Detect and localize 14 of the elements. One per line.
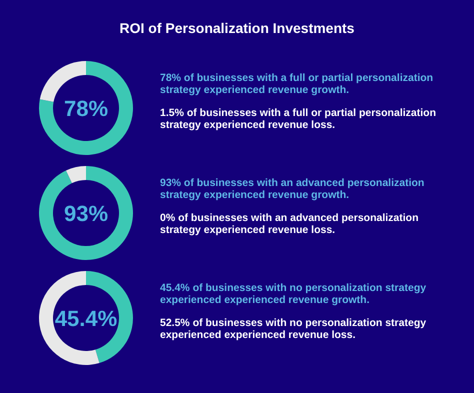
data-label: 93% (64, 200, 108, 226)
data-label: 78% (64, 96, 108, 121)
text: 1.5% of businesses with a full or partial personalization strategy experienced revenue loss. (160, 107, 437, 131)
text: 93% of businesses with an advanced personalization strategy experienced revenue growth. (160, 177, 426, 201)
donut-slice (40, 61, 86, 102)
text: 78% of businesses with a full or partial personalization strategy experienced revenue growth. (160, 72, 434, 96)
donut-slice (39, 61, 133, 155)
text: 52.5% of businesses with no personalization strategy experienced experienced revenue loss. (160, 317, 428, 341)
text: ROI of Personalization Investments (118, 20, 356, 36)
data-label: 45.4% (54, 306, 118, 331)
donut-slice (39, 166, 133, 260)
donut-slice (66, 166, 86, 184)
text: 0% of businesses with an advanced personalization strategy experienced revenue loss. (160, 212, 420, 236)
text: 45.4% of businesses with no personalization strategy experienced experienced revenue growth. (160, 282, 428, 306)
